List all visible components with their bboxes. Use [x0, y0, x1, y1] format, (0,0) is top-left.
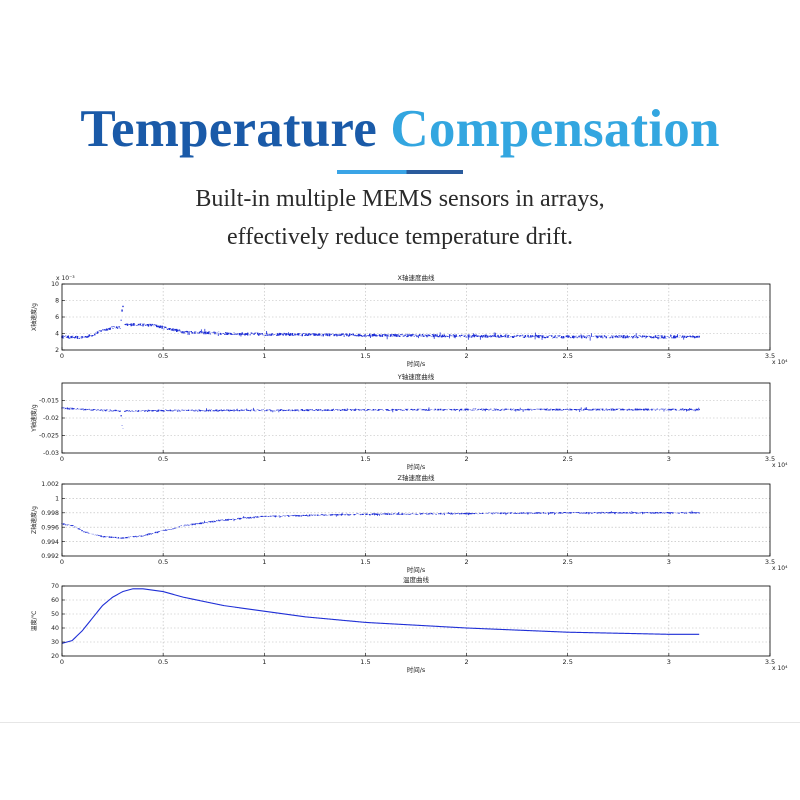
y-tick-label: 0.996: [41, 524, 59, 531]
x-tick-label: 1.5: [360, 558, 370, 566]
x-axis-label: 时间/s: [407, 462, 426, 471]
plot-area: [62, 484, 770, 556]
x-tick-label: 0.5: [158, 352, 168, 360]
x-tick-label: 0.5: [158, 455, 168, 463]
series-spikes-1: [187, 328, 700, 341]
y-tick-label: 10: [51, 281, 59, 288]
x-tick-label: 0.5: [158, 558, 168, 566]
y-multiplier: x 10⁻³: [56, 275, 75, 282]
x-tick-label: 0: [60, 455, 64, 463]
x-tick-label: 0: [60, 352, 64, 360]
chart-title: Y轴速度曲线: [397, 372, 435, 381]
x-tick-label: 2.5: [563, 352, 573, 360]
x-multiplier: x 10⁴: [772, 665, 788, 672]
x-tick-label: 3.5: [765, 558, 775, 566]
y-tick-label: -0.025: [39, 433, 59, 440]
x-tick-label: 3: [667, 658, 671, 666]
subtitle-line-2: effectively reduce temperature drift.: [226, 224, 574, 250]
y-tick-label: -0.03: [43, 450, 59, 457]
x-multiplier: x 10⁴: [772, 565, 788, 572]
y-tick-label: 0.992: [41, 553, 59, 560]
plot-frame: [61, 483, 771, 557]
x-tick-label: 2: [465, 455, 469, 463]
y-tick-label: 4: [55, 331, 59, 338]
x-tick-label: 0: [60, 558, 64, 566]
series-spikes-1: [190, 510, 693, 526]
chart-panel-2: 0 0.5 1 1.5 2 2.5 3 3.5 -0.015 -0.02 -0.025 -0.03 Y轴…: [30, 372, 788, 471]
series-spikes-1: [206, 407, 700, 413]
x-tick-label: 0.5: [158, 658, 168, 666]
y-tick-label: 50: [51, 611, 59, 618]
x-tick-label: 2.5: [563, 658, 573, 666]
header: Temperature Compensation Built-in multip…: [0, 0, 800, 262]
x-tick-label: 3.5: [765, 658, 775, 666]
plot-frame: [61, 585, 771, 657]
x-axis-label: 时间/s: [407, 665, 426, 674]
x-axis-label: 时间/s: [407, 359, 426, 368]
x-tick-label: 3: [667, 352, 671, 360]
x-tick-label: 1: [262, 658, 266, 666]
y-tick-label: 20: [51, 653, 59, 660]
y-tick-label: 2: [55, 347, 59, 354]
series-line-1: [61, 588, 700, 644]
chart-panel-3: 0 0.5 1 1.5 2 2.5 3 3.5 1.002 1 0.998 0.996 0.994 0.9…: [30, 473, 788, 574]
plot-area: [62, 586, 770, 656]
x-tick-label: 1.5: [360, 455, 370, 463]
y-tick-label: 8: [55, 298, 59, 305]
page-title: Temperature Compensation: [0, 98, 800, 160]
x-tick-label: 1.5: [360, 658, 370, 666]
x-tick-label: 2.5: [563, 558, 573, 566]
y-tick-label: -0.02: [43, 415, 59, 422]
x-tick-label: 2: [465, 352, 469, 360]
x-tick-label: 2: [465, 558, 469, 566]
x-tick-label: 3: [667, 558, 671, 566]
bottom-divider: [0, 722, 800, 723]
title-part-1: Temperature: [80, 100, 377, 158]
y-tick-label: 1: [55, 496, 59, 503]
x-tick-label: 3: [667, 455, 671, 463]
x-tick-label: 1: [262, 352, 266, 360]
y-axis-label: X轴速度/g: [30, 303, 38, 331]
chart-title: 温度曲线: [403, 575, 430, 584]
chart-title: Z轴速度曲线: [398, 473, 435, 482]
sensor-charts: 0 0.5 1 1.5 2 2.5 3 3.5246810X轴速度曲线时间/sX轴速度/gx …: [30, 273, 788, 674]
y-axis-label: Y轴速度/g: [30, 404, 38, 433]
subtitle-line-1: Built-in multiple MEMS sensors in arrays…: [195, 186, 605, 212]
y-tick-label: 40: [51, 625, 59, 632]
title-divider: [337, 170, 463, 174]
x-tick-label: 1: [262, 558, 266, 566]
x-tick-label: 1: [262, 455, 266, 463]
x-multiplier: x 10⁴: [772, 359, 788, 366]
y-tick-label: -0.015: [39, 398, 59, 405]
x-tick-label: 3.5: [765, 455, 775, 463]
x-axis-label: 时间/s: [407, 565, 426, 574]
chart-title: X轴速度曲线: [398, 273, 435, 282]
title-part-2: Compensation: [390, 100, 720, 158]
y-tick-label: 70: [51, 583, 59, 590]
y-tick-label: 0.994: [41, 539, 59, 546]
y-tick-label: 30: [51, 639, 59, 646]
y-axis-label: Z轴速度/g: [30, 506, 38, 534]
x-multiplier: x 10⁴: [772, 462, 788, 469]
y-tick-label: 60: [51, 597, 59, 604]
y-tick-label: 0.998: [41, 510, 59, 517]
y-axis-label: 温度/℃: [30, 610, 38, 631]
x-tick-label: 0: [60, 658, 64, 666]
x-tick-label: 2.5: [563, 455, 573, 463]
x-tick-label: 1.5: [360, 352, 370, 360]
x-tick-label: 3.5: [765, 352, 775, 360]
y-tick-label: 1.002: [41, 481, 59, 488]
x-tick-label: 2: [465, 658, 469, 666]
y-tick-label: 6: [55, 314, 59, 321]
